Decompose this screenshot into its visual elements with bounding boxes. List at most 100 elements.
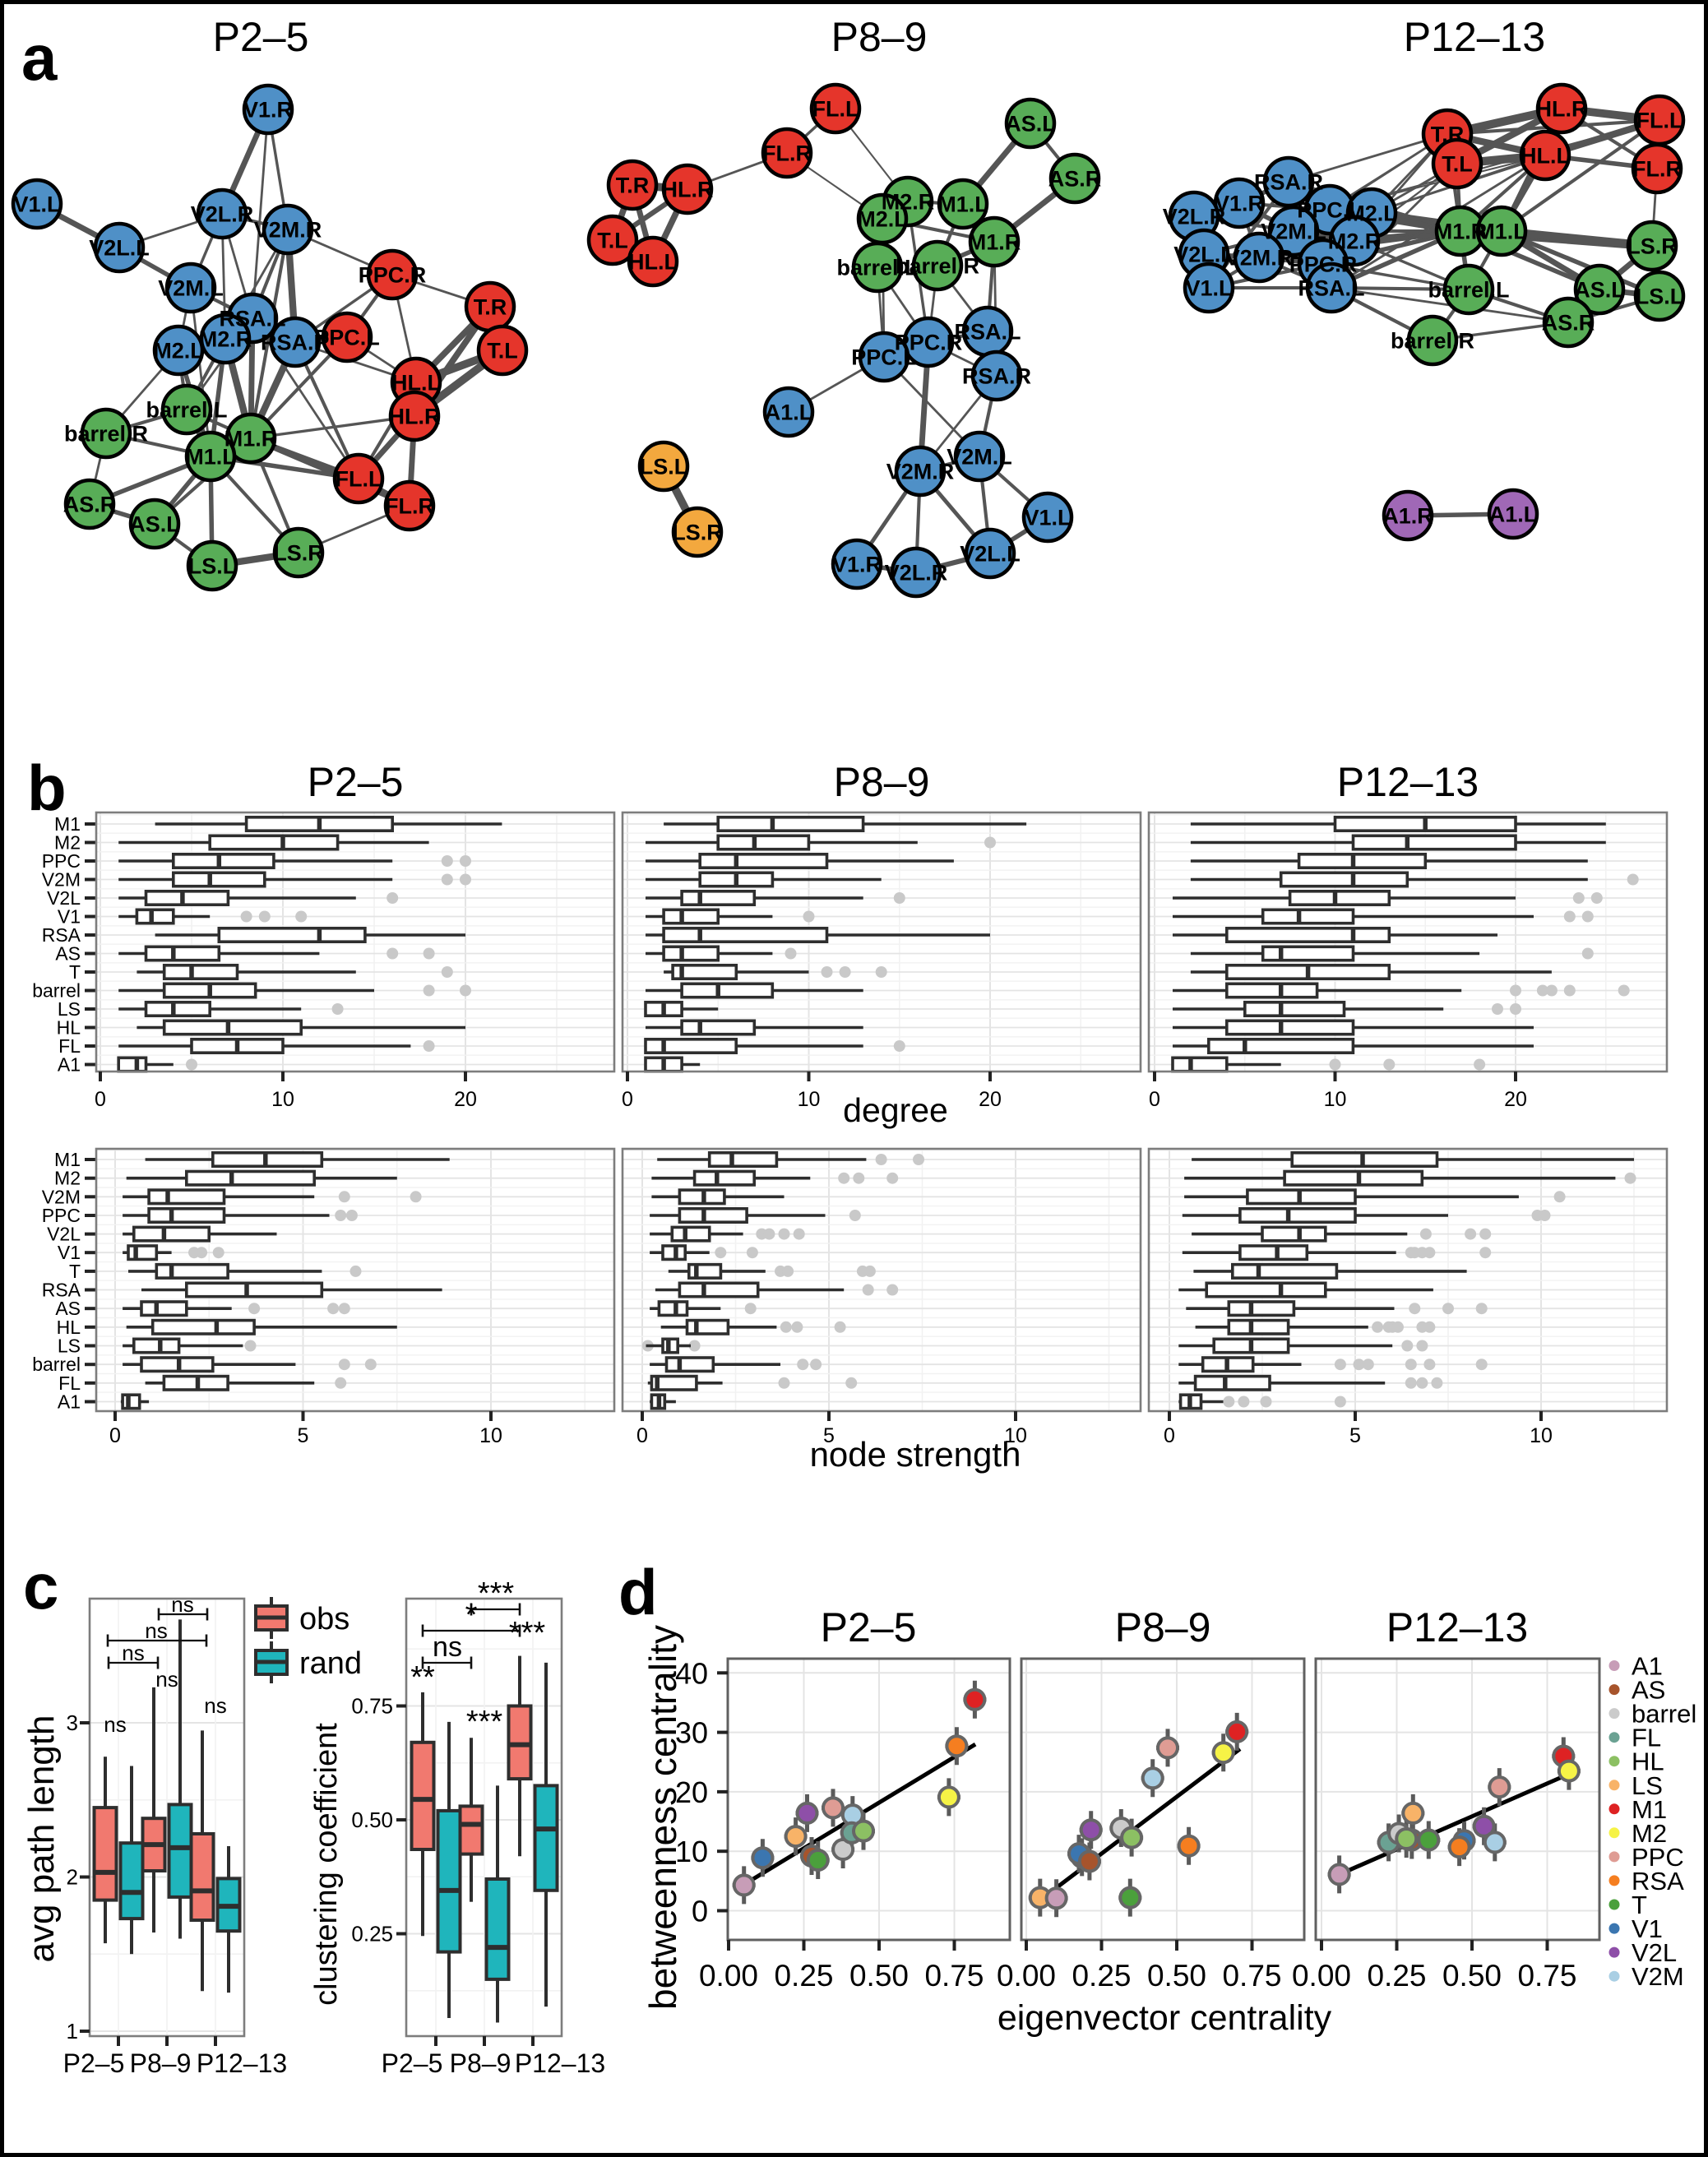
svg-text:0.25: 0.25 bbox=[351, 1922, 393, 1946]
svg-text:P2–5: P2–5 bbox=[821, 1604, 917, 1650]
svg-text:HL.R: HL.R bbox=[1536, 97, 1588, 122]
svg-text:PPC.R: PPC.R bbox=[359, 263, 427, 288]
svg-text:V2L.L: V2L.L bbox=[89, 236, 150, 261]
svg-text:V2M.R: V2M.R bbox=[886, 460, 955, 484]
svg-text:FL.L: FL.L bbox=[1636, 109, 1683, 133]
svg-text:10: 10 bbox=[271, 1088, 294, 1111]
svg-text:0.25: 0.25 bbox=[1072, 1959, 1131, 1993]
svg-text:P8–9: P8–9 bbox=[130, 2048, 192, 2078]
svg-text:RSA.R: RSA.R bbox=[261, 331, 330, 355]
svg-text:20: 20 bbox=[454, 1088, 477, 1111]
svg-text:degree: degree bbox=[843, 1091, 948, 1129]
svg-text:***: *** bbox=[509, 1616, 546, 1650]
svg-text:AS.R: AS.R bbox=[1542, 311, 1595, 336]
svg-text:FL: FL bbox=[58, 1372, 81, 1394]
svg-text:*: * bbox=[465, 1598, 478, 1632]
svg-text:rand: rand bbox=[299, 1646, 362, 1681]
svg-text:P12–13: P12–13 bbox=[515, 2048, 605, 2078]
svg-text:obs: obs bbox=[299, 1602, 349, 1636]
svg-text:V2L: V2L bbox=[47, 1224, 81, 1245]
svg-text:barrel.R: barrel.R bbox=[64, 422, 148, 447]
svg-text:RSA.L: RSA.L bbox=[1298, 276, 1365, 301]
svg-text:0.75: 0.75 bbox=[924, 1959, 984, 1993]
svg-text:PPC.R: PPC.R bbox=[1289, 252, 1358, 277]
svg-text:V2M: V2M bbox=[42, 1186, 81, 1207]
svg-text:RSA: RSA bbox=[1632, 1867, 1684, 1895]
svg-text:M1.R: M1.R bbox=[224, 427, 278, 451]
svg-text:0.50: 0.50 bbox=[849, 1959, 909, 1993]
svg-text:0: 0 bbox=[692, 1895, 708, 1928]
svg-text:0.75: 0.75 bbox=[351, 1694, 393, 1719]
svg-text:**: ** bbox=[410, 1660, 435, 1695]
svg-text:barrel: barrel bbox=[1632, 1700, 1696, 1729]
svg-text:0.25: 0.25 bbox=[1367, 1959, 1426, 1993]
svg-text:A1.L: A1.L bbox=[1489, 502, 1538, 527]
svg-text:ns: ns bbox=[104, 1712, 126, 1737]
svg-text:0.00: 0.00 bbox=[699, 1959, 758, 1993]
svg-text:5: 5 bbox=[823, 1424, 835, 1447]
svg-text:0.75: 0.75 bbox=[1222, 1959, 1281, 1993]
svg-text:0: 0 bbox=[622, 1088, 633, 1111]
svg-text:ns: ns bbox=[155, 1667, 178, 1692]
svg-text:barrel.L: barrel.L bbox=[836, 256, 918, 280]
svg-text:T: T bbox=[1632, 1891, 1647, 1919]
svg-text:AS.R: AS.R bbox=[1048, 167, 1102, 192]
svg-text:M2.R: M2.R bbox=[199, 327, 252, 352]
svg-text:ns: ns bbox=[145, 1618, 167, 1643]
svg-text:0: 0 bbox=[109, 1424, 121, 1447]
svg-text:PPC.L: PPC.L bbox=[314, 326, 380, 350]
svg-text:40: 40 bbox=[675, 1656, 708, 1690]
svg-text:HL.R: HL.R bbox=[389, 405, 441, 429]
svg-text:ns: ns bbox=[433, 1632, 462, 1663]
svg-text:T.R: T.R bbox=[616, 174, 650, 198]
svg-text:barrel.L: barrel.L bbox=[1428, 278, 1509, 303]
svg-text:PPC: PPC bbox=[42, 850, 81, 872]
svg-text:5: 5 bbox=[1349, 1424, 1361, 1447]
svg-text:RSA: RSA bbox=[42, 1280, 81, 1301]
svg-text:barrel.L: barrel.L bbox=[146, 398, 227, 423]
svg-text:M2: M2 bbox=[54, 832, 81, 854]
svg-text:M1: M1 bbox=[54, 813, 81, 835]
svg-text:P8–9: P8–9 bbox=[1115, 1604, 1211, 1650]
svg-text:LS: LS bbox=[58, 1335, 81, 1357]
svg-text:M2.L: M2.L bbox=[153, 339, 204, 363]
svg-text:10: 10 bbox=[1530, 1424, 1553, 1447]
svg-text:M1.L: M1.L bbox=[1476, 220, 1527, 244]
svg-text:***: *** bbox=[466, 1705, 503, 1739]
svg-text:V2L.L: V2L.L bbox=[960, 542, 1021, 567]
svg-text:ns: ns bbox=[204, 1693, 226, 1718]
svg-text:a: a bbox=[21, 21, 58, 94]
svg-text:M1: M1 bbox=[54, 1149, 81, 1170]
svg-text:RSA.R: RSA.R bbox=[962, 364, 1031, 389]
svg-text:0.50: 0.50 bbox=[1147, 1959, 1206, 1993]
svg-text:FL.L: FL.L bbox=[336, 467, 382, 492]
svg-text:LS: LS bbox=[1632, 1771, 1663, 1800]
svg-text:V2L.L: V2L.L bbox=[1173, 243, 1234, 267]
svg-text:FL: FL bbox=[1632, 1724, 1661, 1752]
svg-text:A1: A1 bbox=[58, 1391, 81, 1413]
svg-text:T: T bbox=[69, 1261, 81, 1282]
svg-text:5: 5 bbox=[298, 1424, 309, 1447]
svg-text:T.L: T.L bbox=[487, 339, 518, 363]
svg-text:10: 10 bbox=[1004, 1424, 1027, 1447]
svg-text:V2L.R: V2L.R bbox=[885, 561, 948, 586]
svg-text:avg path length: avg path length bbox=[21, 1715, 62, 1963]
svg-text:LS.R: LS.R bbox=[672, 521, 723, 545]
svg-text:M1.L: M1.L bbox=[937, 192, 988, 217]
svg-text:10: 10 bbox=[479, 1424, 502, 1447]
svg-text:RSA.L: RSA.L bbox=[220, 307, 286, 331]
svg-text:T.L: T.L bbox=[1442, 152, 1473, 177]
svg-text:AS: AS bbox=[55, 943, 81, 965]
svg-text:PPC.R: PPC.R bbox=[895, 331, 963, 355]
svg-text:10: 10 bbox=[798, 1088, 821, 1111]
svg-text:FL: FL bbox=[58, 1035, 81, 1057]
svg-text:A1.R: A1.R bbox=[1382, 504, 1433, 529]
svg-text:20: 20 bbox=[675, 1775, 708, 1809]
svg-text:V2M.L: V2M.L bbox=[947, 445, 1012, 470]
svg-text:M2.R: M2.R bbox=[882, 190, 935, 215]
svg-text:0.25: 0.25 bbox=[774, 1959, 833, 1993]
svg-text:P12–13: P12–13 bbox=[197, 2048, 287, 2078]
svg-text:PPC: PPC bbox=[42, 1205, 81, 1226]
svg-text:node strength: node strength bbox=[810, 1435, 1021, 1474]
svg-text:0.50: 0.50 bbox=[1442, 1959, 1502, 1993]
